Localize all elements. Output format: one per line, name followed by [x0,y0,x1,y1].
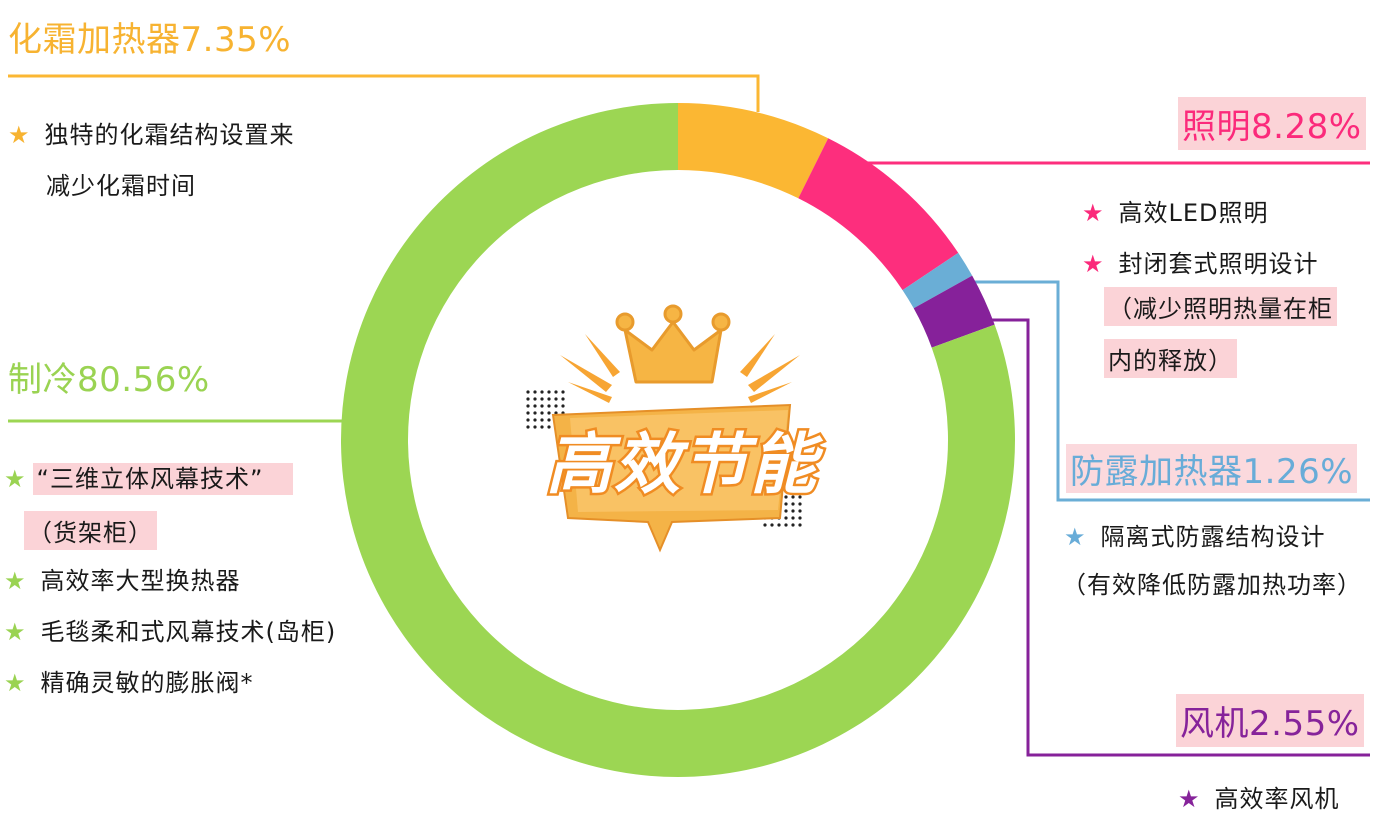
dot [784,523,788,527]
dot [784,509,788,513]
dot [526,404,530,408]
dots-decoration-left [526,390,565,429]
dot [554,411,558,415]
dot [533,411,537,415]
dot [791,523,795,527]
dot [554,390,558,394]
note-antidew-1: ★ 隔离式防露结构设计 [1064,523,1326,551]
note-defrost-2: 减少化霜时间 [46,172,196,200]
center-label: 高效节能 [546,426,824,503]
star-icon: ★ [4,618,27,646]
dot [798,502,802,506]
dot [784,488,788,492]
dot [561,397,565,401]
leader-defrost [8,74,760,112]
dot [798,516,802,520]
dot [533,404,537,408]
dot [540,397,544,401]
star-icon: ★ [1082,250,1105,278]
dot [791,488,795,492]
slice-3 [913,275,995,348]
dot [770,523,774,527]
note-cooling-2: （货架柜） [24,511,157,550]
dot [784,502,788,506]
label-antidew: 防露加热器1.26% [1066,444,1358,493]
note-cooling-5: ★ 精确灵敏的膨胀阀* [4,669,254,697]
crown-icon [615,304,731,384]
label-defrost: 化霜加热器7.35% [8,20,292,60]
dot [547,418,551,422]
ribbon-banner [551,403,792,553]
dot [526,411,530,415]
dot [791,495,795,499]
note-lighting-2: ★ 封闭套式照明设计 [1082,250,1319,278]
slice-0 [678,103,829,199]
dot [777,523,781,527]
dot [561,390,565,394]
dot [540,411,544,415]
center-badge: 高效节能 [526,304,824,553]
dot [798,488,802,492]
note-cooling-4: ★ 毛毯柔和式风幕技术(岛柜) [4,618,337,646]
donut-slices [340,103,1015,777]
note-lighting-1: ★ 高效LED照明 [1082,199,1269,227]
star-icon: ★ [1082,199,1105,227]
star-icon: ★ [1064,523,1087,551]
dot [547,404,551,408]
star-icon: ★ [4,465,27,493]
note-fan-1: ★ 高效率风机 [1178,785,1340,813]
dot [526,418,530,422]
dot [526,425,530,429]
label-lighting: 照明8.28% [1178,97,1366,150]
dot [547,397,551,401]
star-icon: ★ [4,669,27,697]
dot [547,411,551,415]
slice-1 [798,138,959,291]
dot [784,495,788,499]
star-icon: ★ [8,121,31,149]
note-antidew-2: （有效降低防露加热功率） [1062,571,1362,599]
leader-lines [8,74,1370,757]
note-cooling-1: ★ “三维立体风幕技术” [4,459,294,495]
dot [547,425,551,429]
dot [798,495,802,499]
dot [540,418,544,422]
dot [533,425,537,429]
dot [526,397,530,401]
note-lighting-4: 内的释放） [1104,339,1237,378]
dot [791,502,795,506]
dot [784,516,788,520]
star-icon: ★ [1178,785,1201,813]
leader-fan [985,318,1370,757]
slice-2 [902,252,973,309]
label-cooling: 制冷80.56% [8,360,210,400]
dot [533,397,537,401]
dot [791,509,795,513]
label-fan: 风机2.55% [1176,694,1364,747]
dot [798,509,802,513]
dot [533,418,537,422]
dot [791,516,795,520]
dot [540,404,544,408]
note-cooling-3: ★ 高效率大型换热器 [4,567,241,595]
dot [526,390,530,394]
leader-antidew [966,280,1370,502]
dot [533,390,537,394]
dot [540,390,544,394]
dot [561,404,565,408]
note-lighting-3: （减少照明热量在柜 [1104,287,1337,326]
dot [763,523,767,527]
dot [554,404,558,408]
star-icon: ★ [4,567,27,595]
dot [547,390,551,394]
note-defrost-1: ★ 独特的化霜结构设置来 [8,121,295,149]
dot [554,397,558,401]
dot [798,523,802,527]
dot [540,425,544,429]
burst-rays-icon [560,334,800,403]
